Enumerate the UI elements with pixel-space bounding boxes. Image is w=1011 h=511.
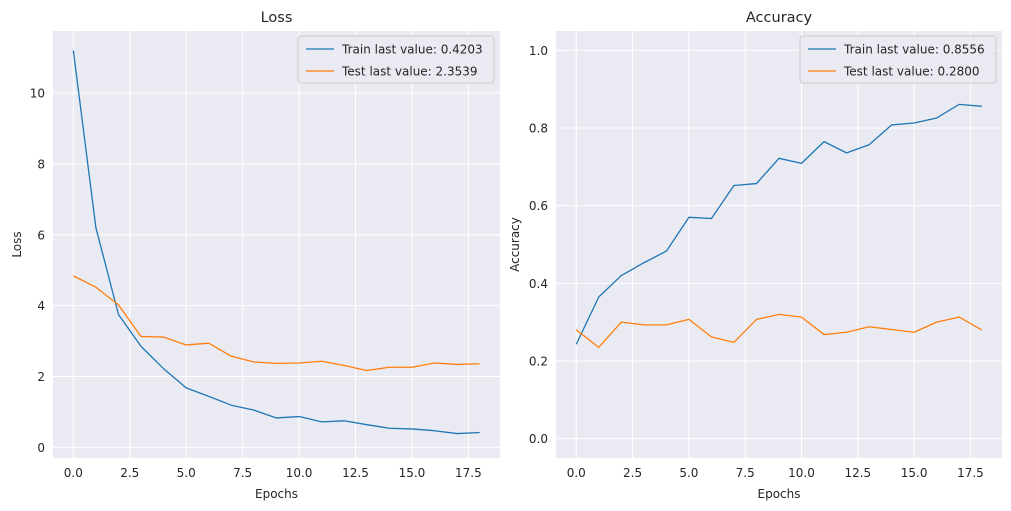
panel1-title: Loss bbox=[261, 10, 293, 26]
panel2-ytick-label: 0.2 bbox=[529, 354, 548, 368]
panel1-loss-chart: 0.0 2.5 5.0 7.5 10.0 12.5 15.0 17.5 0 2 4 6 8 10 Epoch… bbox=[10, 10, 500, 501]
panel2-ytick-label: 0.0 bbox=[529, 432, 548, 446]
panel2-yaxis-label: Accuracy bbox=[508, 217, 522, 272]
panel2-xtick-label: 0.0 bbox=[567, 466, 586, 480]
panel2-series-test-line bbox=[575, 313, 983, 349]
panel1-ytick-label: 0 bbox=[37, 441, 45, 455]
panel1-xtick-label: 17.5 bbox=[455, 466, 482, 480]
panel2-xtick-label: 7.5 bbox=[736, 466, 755, 480]
panel2-ytick-label: 0.4 bbox=[529, 277, 548, 291]
panel1-ytick-label: 6 bbox=[37, 228, 45, 242]
panel2-ytick-label: 0.6 bbox=[529, 199, 548, 213]
panel1-legend-label-test: Test last value: 2.3539 bbox=[341, 65, 478, 79]
panel2-series-train-line bbox=[575, 103, 982, 345]
panel2-xtick-label: 12.5 bbox=[844, 466, 871, 480]
panel1-ytick-label: 4 bbox=[37, 299, 45, 313]
panel1-legend-box bbox=[297, 35, 495, 84]
panel2-legend: Train last value: 0.8556 Test last value:… bbox=[799, 35, 997, 84]
panel1-ytick-label: 8 bbox=[37, 157, 45, 171]
panel1-xtick-label: 0.0 bbox=[64, 466, 83, 480]
panel1-ytick-label: 10 bbox=[30, 87, 45, 101]
panel2-xaxis-label: Epochs bbox=[758, 487, 801, 501]
panel1-legend-label-train: Train last value: 0.4203 bbox=[341, 43, 483, 57]
panel2-xtick-label: 17.5 bbox=[957, 466, 984, 480]
panel2-ytick-label: 1.0 bbox=[529, 44, 548, 58]
panel2-xtick-label: 15.0 bbox=[901, 466, 928, 480]
panel1-xtick-label: 7.5 bbox=[233, 466, 252, 480]
panel1-xaxis-label: Epochs bbox=[255, 487, 298, 501]
panel1-ytick-label: 2 bbox=[37, 370, 45, 384]
panel2-xtick-label: 10.0 bbox=[788, 466, 815, 480]
panel2-legend-label-train: Train last value: 0.8556 bbox=[843, 43, 985, 57]
panel1-xtick-label: 2.5 bbox=[120, 466, 139, 480]
panel1-series-train-line bbox=[72, 50, 480, 435]
panel1-xtick-label: 12.5 bbox=[342, 466, 369, 480]
panel2-accuracy-chart: 0.0 2.5 5.0 7.5 10.0 12.5 15.0 17.5 0.0 0.2 0.4 0.6… bbox=[508, 10, 1002, 501]
panel2-xtick-label: 2.5 bbox=[623, 466, 642, 480]
panel1-xtick-label: 15.0 bbox=[399, 466, 426, 480]
panel1-yaxis-label: Loss bbox=[10, 231, 24, 257]
panel2-xtick-label: 5.0 bbox=[679, 466, 698, 480]
panel2-title: Accuracy bbox=[746, 10, 813, 26]
panel1-xtick-label: 5.0 bbox=[177, 466, 196, 480]
panel2-legend-label-test: Test last value: 0.2800 bbox=[843, 65, 980, 79]
panel2-legend-box bbox=[799, 35, 997, 84]
panel1-legend: Train last value: 0.4203 Test last value:… bbox=[297, 35, 495, 84]
panel2-plot-area bbox=[556, 31, 1002, 458]
panel1-series-test-line bbox=[73, 275, 480, 372]
panel2-ytick-label: 0.8 bbox=[529, 122, 548, 136]
panel1-plot-area bbox=[53, 31, 500, 458]
panel1-xtick-label: 10.0 bbox=[286, 466, 313, 480]
